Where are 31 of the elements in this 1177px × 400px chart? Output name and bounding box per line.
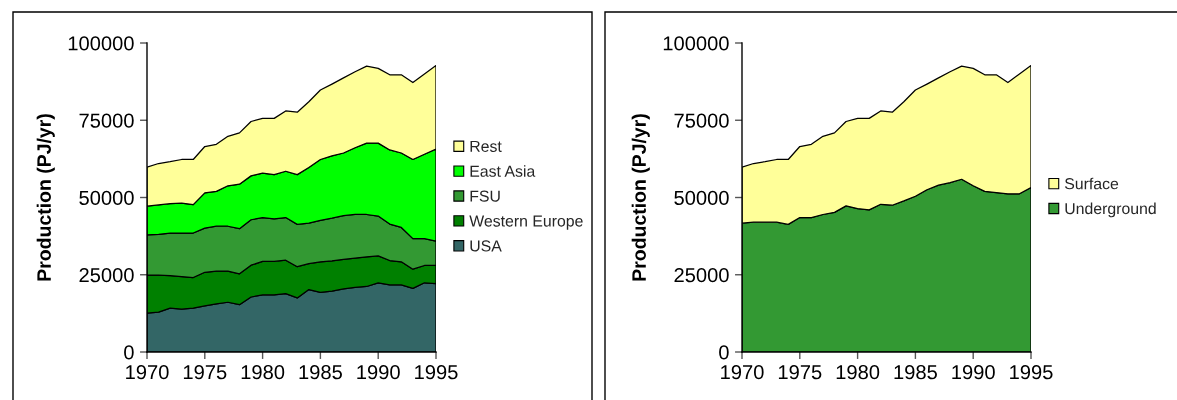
y-tick-label: 0 [124, 345, 134, 360]
x-tick-label: 1990 [357, 365, 400, 380]
legend-label: Rest [470, 140, 502, 152]
legend-label: Surface [1064, 177, 1119, 190]
y-tick-label: 75000 [79, 113, 134, 128]
y-tick-label: 50000 [79, 190, 134, 205]
y-tick-label: 100000 [663, 36, 729, 51]
x-tick-label: 1995 [1010, 365, 1053, 380]
x-tick-label: 1980 [836, 365, 880, 380]
y-axis-title: Production (PJ/yr) [631, 114, 650, 281]
y-tick-label: 100000 [68, 36, 134, 51]
y-tick-label: 25000 [79, 267, 134, 283]
x-tick-label: 1975 [778, 365, 822, 380]
y-tick-label: 25000 [674, 267, 729, 283]
y-axis-title: Production (PJ/yr) [36, 114, 55, 281]
x-tick-label: 1970 [721, 365, 764, 380]
y-tick-label: 50000 [674, 190, 729, 205]
legend-label: FSU [470, 190, 500, 202]
x-tick-label: 1985 [894, 365, 937, 380]
x-tick-label: 1990 [952, 365, 995, 380]
x-tick-label: 1975 [183, 365, 227, 380]
y-tick-label: 75000 [674, 113, 729, 128]
x-tick-label: 1970 [126, 365, 169, 380]
legend-label: USA [470, 240, 502, 252]
x-tick-label: 1995 [415, 365, 458, 380]
y-tick-label: 0 [719, 345, 729, 360]
legend-label: Western Europe [469, 215, 583, 230]
legend-label: Underground [1065, 202, 1156, 218]
legend-label: East Asia [470, 165, 536, 177]
x-tick-label: 1980 [241, 365, 285, 380]
x-tick-label: 1985 [299, 365, 342, 380]
